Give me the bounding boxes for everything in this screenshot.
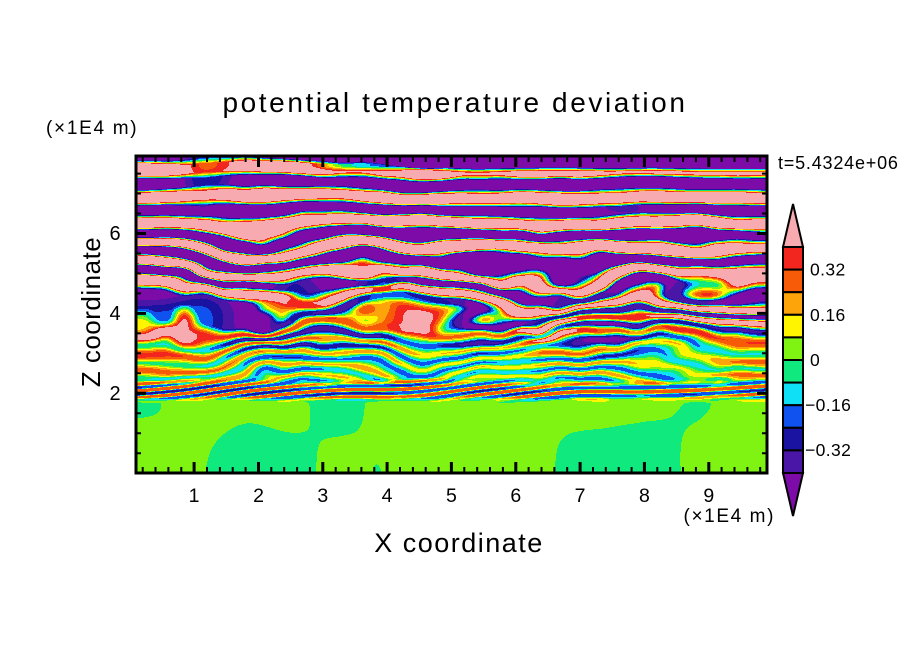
svg-text:2: 2 [253,485,264,507]
svg-text:4: 4 [109,303,120,325]
svg-text:0: 0 [810,350,820,370]
svg-text:t=5.4324e+06: t=5.4324e+06 [778,153,899,173]
svg-text:−0.32: −0.32 [805,440,851,460]
svg-text:8: 8 [639,485,650,507]
svg-text:6: 6 [510,485,521,507]
svg-text:Z coordinate: Z coordinate [76,237,106,388]
svg-text:potential temperature deviatio: potential temperature deviation [222,87,687,118]
svg-text:4: 4 [382,485,393,507]
svg-text:−0.16: −0.16 [805,395,851,415]
svg-text:6: 6 [109,223,120,245]
svg-text:9: 9 [703,485,714,507]
svg-text:(×1E4 m): (×1E4 m) [684,506,775,527]
svg-text:X coordinate: X coordinate [374,528,544,558]
svg-text:(×1E4 m): (×1E4 m) [46,118,138,139]
svg-text:0.16: 0.16 [810,305,846,325]
svg-text:7: 7 [575,485,586,507]
svg-text:3: 3 [317,485,328,507]
svg-text:0.32: 0.32 [810,260,846,280]
svg-text:2: 2 [109,383,120,405]
svg-text:1: 1 [189,485,200,507]
svg-text:5: 5 [446,485,457,507]
